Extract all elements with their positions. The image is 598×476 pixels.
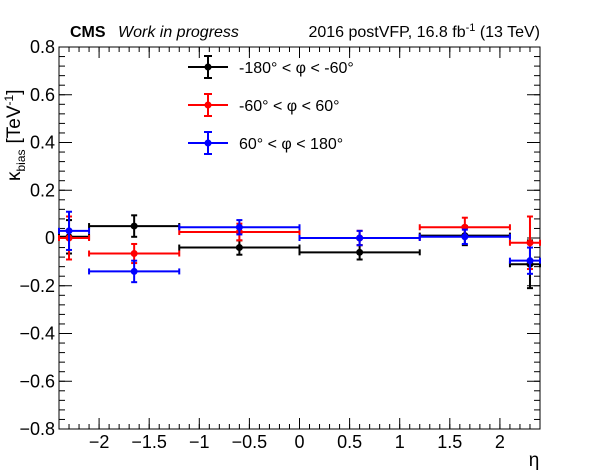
marker [130,267,138,275]
legend-label: 60° < φ < 180° [239,136,343,153]
lumi-sup: -1 [466,22,476,34]
legend-entry: -180° < φ < -60° [188,55,354,79]
y-tick-label: 0.4 [30,133,55,153]
data-point [178,219,301,236]
x-tick-label: 1 [395,432,405,452]
y-tick-label: −0.2 [19,276,55,296]
legend-marker [204,139,212,147]
legend-marker [204,63,212,71]
marker [130,250,138,258]
y-tick-label: 0.6 [30,85,55,105]
y-tick-label: 0 [45,228,55,248]
x-axis-title: η [529,450,540,471]
x-tick-label: −0.5 [232,432,268,452]
x-tick-label: −1.5 [131,432,167,452]
y-axis-unit-close: ] [4,90,25,95]
data-point [88,259,181,284]
x-tick-label: 0 [294,432,304,452]
y-tick-label: 0.2 [30,180,55,200]
data-point [178,239,301,256]
marker [130,222,138,230]
data-point [88,214,181,238]
experiment-label: CMS [70,24,106,41]
y-tick-label: 0.8 [30,37,55,57]
data-points [58,210,541,290]
x-tick-label: 2 [495,432,505,452]
y-axis-sub: bias [14,149,28,171]
y-tick-label: −0.4 [19,324,55,344]
x-axis: −2 −1.5 −1 −0.5 0 0.5 1 1.5 2 [58,47,541,452]
lumi-label: 2016 postVFP, 16.8 fb-1 (13 TeV) [308,22,540,41]
legend-entry: 60° < φ < 180° [188,131,343,155]
marker [235,223,243,231]
legend-marker [204,101,212,109]
x-tick-label: 0.5 [337,432,362,452]
data-point [298,244,421,261]
marker [356,234,364,242]
marker [526,257,534,265]
x-tick-label: −2 [89,432,110,452]
marker [461,233,469,241]
legend: -180° < φ < -60° -60° < φ < 60° 60° < φ < … [188,55,354,155]
data-point [58,219,91,255]
data-point [298,229,421,247]
data-point [58,215,91,261]
y-tick-label: −0.6 [19,371,55,391]
y-axis-title: κbias [TeV-1] [2,90,28,182]
data-point [58,210,91,251]
y-axis-unit-sup: -1 [2,94,16,105]
lumi-main: 2016 postVFP, 16.8 fb [308,24,465,41]
data-point [88,242,181,265]
data-point [418,228,511,245]
series-3 [58,210,541,284]
status-label: Work in progress [118,24,239,41]
lumi-tail: (13 TeV) [475,24,540,41]
legend-label: -180° < φ < -60° [239,60,354,77]
marker [235,244,243,252]
marker [65,227,73,235]
y-tick-label: −0.8 [19,419,55,439]
marker [356,248,364,256]
x-tick-label: 1.5 [437,432,462,452]
y-axis: −0.8 −0.6 −0.4 −0.2 0 0.2 0.4 0.6 0.8 [19,37,540,439]
y-axis-unit: [TeV [4,105,25,143]
x-tick-label: −1 [189,432,210,452]
marker [526,239,534,247]
legend-entry: -60° < φ < 60° [188,93,340,117]
data-point [508,246,541,275]
y-axis-symbol: κ [4,171,25,181]
legend-label: -60° < φ < 60° [239,98,340,115]
